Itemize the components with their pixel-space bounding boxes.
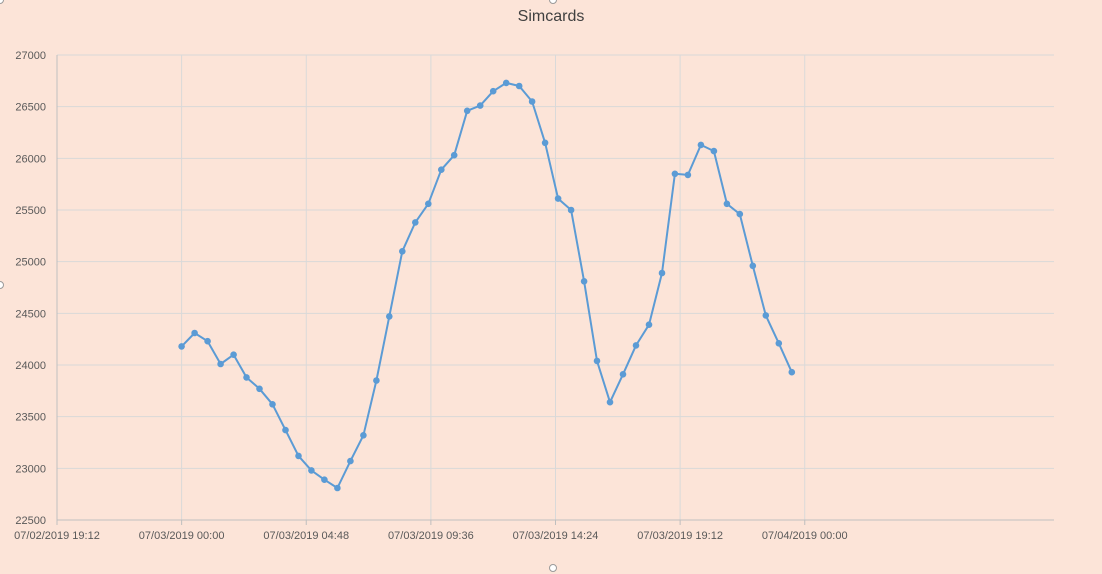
- axes: [56, 55, 1054, 525]
- y-tick-label: 23000: [15, 463, 46, 475]
- tick-labels: 22500 23000 23500 24000 24500 25000 25500 26000…: [14, 50, 847, 542]
- data-point[interactable]: [502, 79, 510, 87]
- data-point[interactable]: [697, 141, 705, 149]
- data-point[interactable]: [450, 151, 458, 159]
- data-point[interactable]: [619, 371, 627, 378]
- data-point[interactable]: [541, 139, 549, 147]
- data-point[interactable]: [204, 337, 211, 345]
- data-point[interactable]: [282, 426, 289, 434]
- data-point[interactable]: [425, 200, 432, 208]
- data-point[interactable]: [606, 398, 614, 406]
- y-tick-label: 25500: [15, 205, 46, 217]
- x-tick-label: 07/03/2019 19:12: [637, 530, 723, 542]
- series: [178, 79, 796, 492]
- gridlines: [57, 54, 1054, 520]
- data-point[interactable]: [412, 219, 419, 226]
- x-tick-label: 07/04/2019 00:00: [762, 530, 848, 542]
- y-tick-label: 24000: [15, 360, 46, 372]
- data-point[interactable]: [243, 374, 250, 381]
- data-point[interactable]: [321, 476, 328, 484]
- x-tick-label: 07/03/2019 09:36: [388, 530, 474, 542]
- data-point[interactable]: [658, 269, 666, 277]
- data-point[interactable]: [476, 102, 484, 109]
- data-point[interactable]: [295, 452, 302, 460]
- data-point[interactable]: [256, 385, 263, 393]
- y-tick-label: 24500: [15, 308, 46, 320]
- chart-title: Simcards: [517, 8, 585, 25]
- x-tick-label: 07/03/2019 00:00: [139, 530, 225, 542]
- series-line: [180, 81, 793, 489]
- data-point[interactable]: [191, 329, 198, 337]
- data-point[interactable]: [528, 98, 536, 105]
- data-point[interactable]: [736, 210, 744, 218]
- x-tick-label: 07/03/2019 04:48: [263, 530, 349, 542]
- x-tick-label: 07/02/2019 19:12: [14, 530, 100, 542]
- y-tick-label: 26000: [15, 153, 46, 165]
- data-point[interactable]: [775, 340, 783, 347]
- y-tick-label: 23500: [15, 412, 46, 424]
- data-point[interactable]: [645, 321, 653, 329]
- y-tick-label: 25000: [15, 257, 46, 269]
- y-tick-label: 27000: [15, 50, 46, 62]
- data-point[interactable]: [554, 195, 562, 202]
- data-point[interactable]: [178, 343, 185, 350]
- data-point[interactable]: [788, 368, 796, 376]
- data-point[interactable]: [347, 457, 354, 465]
- data-point[interactable]: [515, 82, 523, 90]
- data-point[interactable]: [373, 377, 380, 384]
- data-point[interactable]: [386, 313, 393, 320]
- data-point[interactable]: [489, 87, 497, 95]
- data-point[interactable]: [567, 206, 575, 214]
- data-point[interactable]: [230, 351, 237, 359]
- data-point[interactable]: [463, 107, 471, 115]
- data-point[interactable]: [308, 467, 315, 474]
- data-point[interactable]: [360, 432, 367, 439]
- y-tick-label: 22500: [15, 515, 46, 527]
- data-point[interactable]: [269, 401, 276, 408]
- data-point[interactable]: [593, 357, 601, 365]
- data-point[interactable]: [671, 170, 679, 178]
- data-point[interactable]: [749, 262, 757, 270]
- data-point[interactable]: [438, 166, 445, 173]
- data-point[interactable]: [723, 200, 731, 208]
- data-point[interactable]: [684, 171, 692, 179]
- data-point[interactable]: [334, 484, 341, 492]
- y-tick-label: 26500: [15, 102, 46, 114]
- data-point[interactable]: [399, 248, 406, 255]
- data-point[interactable]: [762, 312, 770, 319]
- data-point[interactable]: [632, 342, 640, 349]
- data-point[interactable]: [710, 147, 718, 155]
- data-point[interactable]: [217, 360, 224, 368]
- x-tick-label: 07/03/2019 14:24: [513, 530, 599, 542]
- selection-handle-bottom[interactable]: [549, 564, 557, 572]
- data-point[interactable]: [580, 278, 588, 285]
